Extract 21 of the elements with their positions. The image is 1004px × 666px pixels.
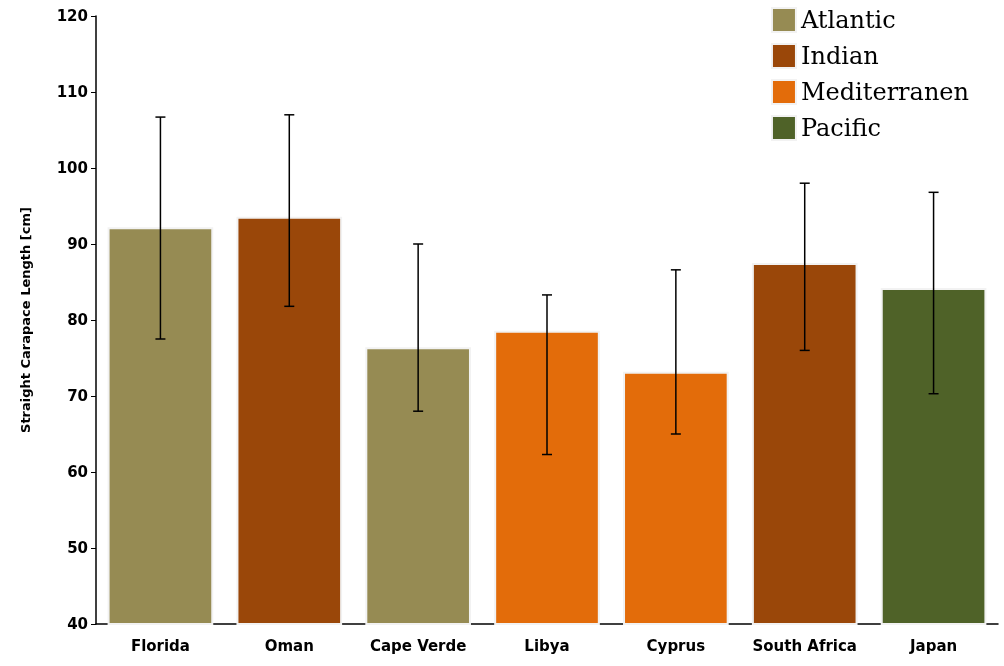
y-tick-label: 90 <box>67 235 88 253</box>
y-tick-label: 50 <box>67 539 88 557</box>
y-tick-label: 70 <box>67 387 88 405</box>
x-tick-label: Cyprus <box>646 636 706 655</box>
x-tick-label: Libya <box>524 636 570 655</box>
x-tick-label: Florida <box>130 636 190 655</box>
y-axis-title: Straight Carapace Length [cm] <box>18 207 33 433</box>
y-tick-label: 60 <box>67 463 88 481</box>
y-tick-label: 80 <box>67 311 88 329</box>
y-tick-label: 100 <box>56 159 88 177</box>
legend-label: Mediterranen <box>800 78 970 106</box>
x-tick-label: Cape Verde <box>369 636 467 655</box>
x-tick-label: Japan <box>908 636 958 655</box>
legend-label: Pacific <box>800 114 881 142</box>
legend-label: Indian <box>800 42 879 70</box>
y-tick-label: 40 <box>67 615 88 633</box>
x-tick-label: South Africa <box>752 636 857 655</box>
legend-label: Atlantic <box>799 6 896 34</box>
y-tick-label: 110 <box>56 83 88 101</box>
x-tick-label: Oman <box>264 636 314 655</box>
y-tick-label: 120 <box>56 7 88 25</box>
